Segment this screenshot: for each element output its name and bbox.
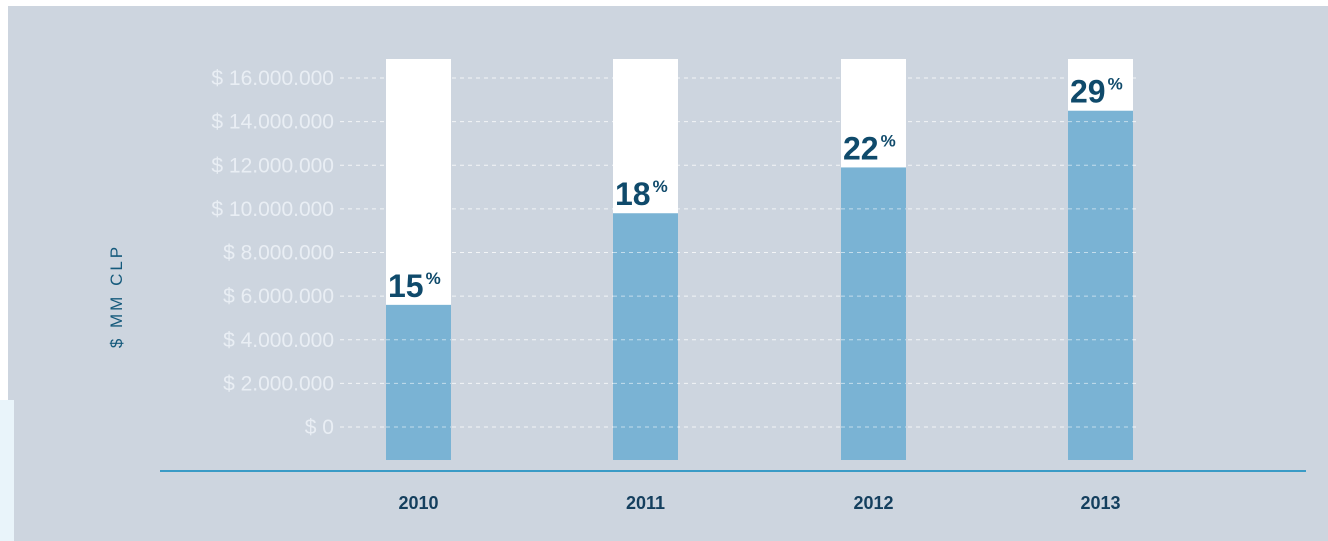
y-tick-label: $ 0 [305, 416, 334, 439]
bar [613, 213, 678, 460]
column-tracks [386, 59, 1133, 460]
data-labels: 15 % 18 % 22 % 29% [388, 74, 1123, 304]
y-tick-labels: $ 0 $ 2.000.000 $ 4.000.000 $ 6.000.000 $ 8.… [211, 67, 334, 439]
bar [386, 304, 451, 460]
bars [386, 110, 1133, 460]
bar [841, 167, 906, 460]
gridlines [340, 77, 1140, 428]
left-accent [0, 400, 14, 541]
data-label: 15% [388, 268, 441, 304]
x-tick-labels: 2010 2011 2012 2013 [398, 493, 1120, 513]
y-tick-label: $ 10.000.000 [211, 198, 334, 221]
y-tick-label: $ 14.000.000 [211, 111, 334, 134]
top-band [0, 0, 1328, 6]
data-label: 29% [1070, 74, 1123, 110]
data-label: 22% [843, 130, 896, 166]
left-band [0, 0, 8, 541]
x-tick-label: 2012 [853, 493, 893, 513]
data-label: 18% [615, 176, 668, 212]
y-tick-label: $ 16.000.000 [211, 67, 334, 90]
y-tick-label: $ 6.000.000 [223, 285, 334, 308]
x-tick-label: 2013 [1080, 493, 1120, 513]
y-tick-label: $ 8.000.000 [223, 242, 334, 265]
y-axis-title: $ MM CLP [107, 244, 126, 348]
y-tick-label: $ 2.000.000 [223, 372, 334, 395]
x-tick-label: 2010 [398, 493, 438, 513]
x-tick-label: 2011 [626, 493, 665, 513]
gridlines-over-bars [386, 77, 1133, 428]
y-tick-label: $ 12.000.000 [211, 154, 334, 177]
y-tick-label: $ 4.000.000 [223, 329, 334, 352]
bar [1068, 110, 1133, 460]
